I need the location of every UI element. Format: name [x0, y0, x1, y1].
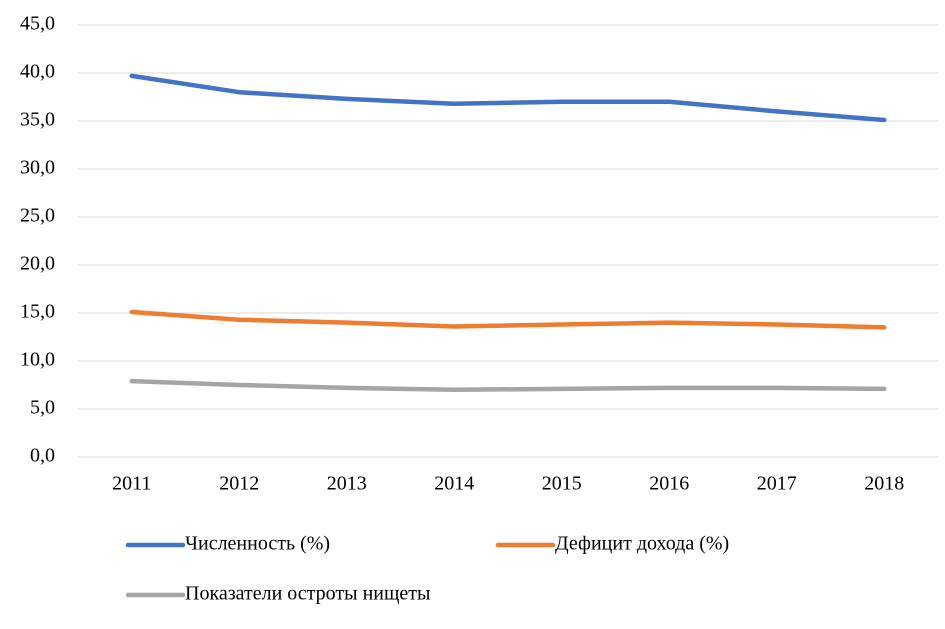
y-tick-label: 40,0	[20, 61, 55, 83]
legend-label: Показатели остроты нищеты	[185, 583, 430, 605]
x-tick-label: 2018	[864, 473, 904, 495]
x-tick-label: 2011	[112, 473, 151, 495]
x-tick-label: 2017	[757, 473, 797, 495]
series-line	[129, 309, 887, 330]
y-tick-label: 5,0	[30, 397, 55, 419]
x-tick-label: 2015	[542, 473, 582, 495]
series-line	[129, 73, 887, 123]
legend-label: Дефицит дохода (%)	[555, 533, 729, 555]
y-tick-label: 35,0	[20, 109, 55, 131]
x-tick-label: 2016	[649, 473, 689, 495]
x-tick-label: 2012	[219, 473, 259, 495]
x-tick-label: 2013	[327, 473, 367, 495]
legend-label: Численность (%)	[185, 533, 330, 555]
y-tick-label: 45,0	[20, 13, 55, 35]
x-tick-label: 2014	[434, 473, 474, 495]
series-line	[129, 378, 887, 393]
y-tick-label: 30,0	[20, 157, 55, 179]
y-tick-label: 10,0	[20, 349, 55, 371]
y-tick-label: 0,0	[30, 445, 55, 467]
y-tick-label: 25,0	[20, 205, 55, 227]
y-tick-label: 20,0	[20, 253, 55, 275]
y-tick-label: 15,0	[20, 301, 55, 323]
